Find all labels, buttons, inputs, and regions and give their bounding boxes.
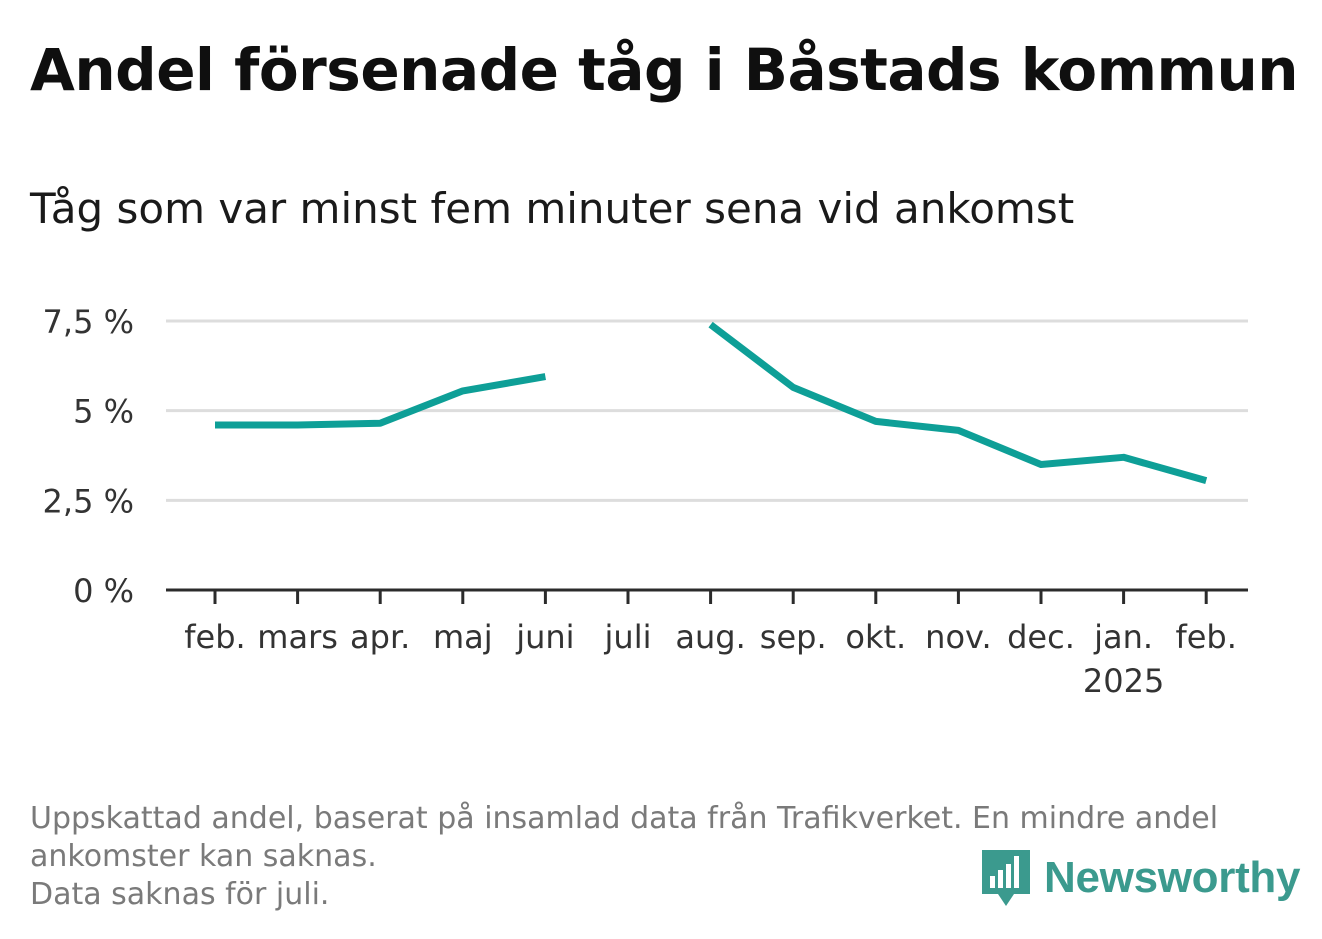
- x-tick-label: feb.: [184, 618, 245, 656]
- x-tick-label: apr.: [350, 618, 410, 656]
- footnote-line-1: Uppskattad andel, baserat på insamlad da…: [30, 801, 1219, 836]
- x-tick-label: aug.: [675, 618, 745, 656]
- data-point: [459, 387, 466, 394]
- data-point: [1038, 461, 1045, 468]
- newsworthy-logo-icon: [982, 850, 1030, 906]
- data-point: [707, 321, 714, 328]
- series-line-segment: [708, 321, 1208, 484]
- newsworthy-logo: Newsworthy: [980, 848, 1300, 908]
- data-point: [955, 427, 962, 434]
- footnote-line-3: Data saknas för juli.: [30, 877, 330, 912]
- x-tick-label: juli: [604, 618, 652, 656]
- x-tick-label: sep.: [760, 618, 827, 656]
- x-tick-label: maj: [433, 618, 493, 656]
- footnote: Uppskattad andel, baserat på insamlad da…: [30, 800, 1280, 914]
- data-point: [872, 418, 879, 425]
- x-tick-sublabel: 2025: [1083, 662, 1164, 700]
- chart-title: Andel försenade tåg i Båstads kommun: [30, 36, 1299, 104]
- logo-text: Newsworthy: [1044, 853, 1301, 902]
- x-tick-label: dec.: [1007, 618, 1075, 656]
- x-tick-label: jan.: [1093, 618, 1153, 656]
- line-chart: 0 % 2,5 % 5 % 7,5 % feb. mars apr. maj juni juli a…: [43, 303, 1248, 700]
- data-point: [542, 373, 549, 380]
- series-line-segment: [215, 373, 546, 429]
- footnote-line-2: ankomster kan saknas.: [30, 839, 377, 874]
- data-point: [1203, 477, 1210, 484]
- data-point: [1120, 454, 1127, 461]
- y-tick-label: 5 %: [73, 393, 134, 431]
- y-tick-label: 0 %: [73, 572, 134, 610]
- x-tick-label: feb.: [1175, 618, 1236, 656]
- x-tick-label: nov.: [925, 618, 991, 656]
- x-tick-label: juni: [515, 618, 574, 656]
- data-point: [790, 384, 797, 391]
- data-point: [294, 422, 301, 429]
- y-tick-label: 2,5 %: [43, 482, 134, 520]
- chart-subtitle: Tåg som var minst fem minuter sena vid a…: [30, 184, 1075, 233]
- y-tick-label: 7,5 %: [43, 303, 134, 341]
- data-point: [212, 422, 219, 429]
- x-tick-label: okt.: [845, 618, 906, 656]
- x-tick-label: mars: [257, 618, 338, 656]
- data-point: [377, 420, 384, 427]
